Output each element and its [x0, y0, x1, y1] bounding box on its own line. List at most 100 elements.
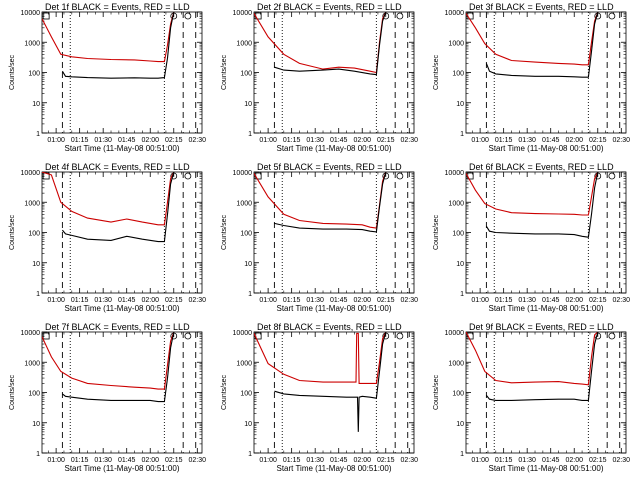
events-series-line	[61, 12, 175, 79]
x-tick-label: 01:15	[283, 297, 301, 304]
y-tick-label: 10000	[445, 10, 465, 17]
x-axis-label: Start Time (11-May-08 00:51:00)	[276, 144, 391, 153]
axes-frame	[253, 11, 415, 134]
x-tick-label: 01:00	[471, 457, 489, 464]
y-tick-label: 100	[28, 391, 40, 398]
x-tick-label: 01:30	[518, 457, 536, 464]
x-tick-label: 01:45	[118, 297, 136, 304]
lld-series-line	[466, 12, 599, 66]
axes-frame	[465, 11, 627, 134]
axes-frame	[465, 331, 627, 454]
x-tick-label: 01:30	[306, 457, 324, 464]
x-axis-label: Start Time (11-May-08 00:51:00)	[488, 304, 603, 313]
plot-title: Det 6f BLACK = Events, RED = LLD	[469, 162, 614, 172]
y-axis-label: Counts/sec	[433, 54, 440, 90]
y-tick-label: 1000	[448, 40, 464, 47]
x-tick-label: 01:15	[71, 297, 89, 304]
y-tick-label: 100	[240, 71, 252, 78]
plot-title: Det 1f BLACK = Events, RED = LLD	[45, 2, 190, 12]
x-tick-label: 01:15	[495, 137, 513, 144]
x-tick-label: 02:00	[565, 297, 583, 304]
events-series-line	[274, 332, 387, 432]
x-tick-label: 02:30	[189, 457, 207, 464]
x-tick-label: 02:15	[165, 297, 183, 304]
x-tick-label: 01:45	[542, 297, 560, 304]
x-tick-label: 01:15	[71, 457, 89, 464]
events-series-line	[274, 172, 387, 233]
lld-series-line	[254, 332, 387, 384]
x-axis-label: Start Time (11-May-08 00:51:00)	[488, 144, 603, 153]
x-tick-label: 01:00	[47, 457, 65, 464]
x-tick-label: 02:00	[353, 137, 371, 144]
y-tick-label: 10	[456, 101, 464, 108]
x-tick-label: 02:15	[165, 457, 183, 464]
x-tick-label: 01:30	[518, 137, 536, 144]
axes-frame	[41, 11, 203, 134]
x-tick-label: 01:00	[47, 297, 65, 304]
x-tick-label: 01:45	[542, 137, 560, 144]
y-tick-label: 10	[32, 421, 40, 428]
circle-marker	[184, 172, 192, 180]
x-tick-label: 02:15	[377, 457, 395, 464]
y-axis-label: Counts/sec	[221, 54, 228, 90]
x-tick-label: 02:00	[141, 457, 159, 464]
events-series-line	[62, 332, 175, 403]
circle-marker	[396, 332, 404, 340]
x-tick-label: 01:00	[471, 137, 489, 144]
x-tick-label: 01:00	[259, 137, 277, 144]
y-axis-label: Counts/sec	[221, 214, 228, 250]
x-tick-label: 01:30	[94, 137, 112, 144]
plot-panel-1: Det 1f BLACK = Events, RED = LLD 1 10 100 10…	[9, 2, 206, 153]
x-tick-label: 02:00	[141, 297, 159, 304]
lld-series-line	[42, 172, 175, 226]
y-tick-label: 10000	[445, 170, 465, 177]
circle-marker	[396, 172, 404, 180]
x-tick-label: 02:30	[613, 297, 631, 304]
circle-marker	[608, 172, 616, 180]
x-tick-label: 01:00	[259, 457, 277, 464]
lld-series-line	[254, 172, 387, 229]
lld-series-line	[466, 172, 599, 216]
x-tick-label: 01:30	[306, 297, 324, 304]
y-tick-label: 100	[452, 391, 464, 398]
y-tick-label: 1000	[448, 360, 464, 367]
x-tick-label: 01:45	[118, 137, 136, 144]
plot-panel-7: Det 7f BLACK = Events, RED = LLD 1 10 100 10…	[9, 322, 206, 473]
plot-panel-3: Det 3f BLACK = Events, RED = LLD 1 10 100 10…	[433, 2, 630, 153]
x-tick-label: 02:00	[565, 457, 583, 464]
y-tick-label: 10	[32, 101, 40, 108]
y-tick-label: 10000	[233, 10, 253, 17]
x-tick-label: 01:45	[118, 457, 136, 464]
x-axis-label: Start Time (11-May-08 00:51:00)	[488, 464, 603, 473]
y-axis-label: Counts/sec	[9, 374, 16, 410]
x-tick-label: 02:00	[565, 137, 583, 144]
plot-panel-2: Det 2f BLACK = Events, RED = LLD 1 10 100 10…	[221, 2, 418, 153]
axes-frame	[41, 171, 203, 294]
y-tick-label: 10000	[445, 330, 465, 337]
y-tick-label: 10	[32, 261, 40, 268]
y-tick-label: 100	[452, 71, 464, 78]
plot-panel-5: Det 5f BLACK = Events, RED = LLD 1 10 100 10…	[221, 162, 418, 313]
plot-title: Det 7f BLACK = Events, RED = LLD	[45, 322, 190, 332]
x-tick-label: 02:30	[613, 137, 631, 144]
y-tick-label: 1	[460, 451, 464, 458]
x-tick-label: 01:15	[283, 457, 301, 464]
lld-series-line	[466, 332, 599, 386]
y-tick-label: 100	[28, 231, 40, 238]
x-tick-label: 01:45	[330, 457, 348, 464]
y-tick-label: 1000	[236, 200, 252, 207]
circle-marker	[396, 12, 404, 20]
y-tick-label: 1000	[24, 200, 40, 207]
y-tick-label: 10	[244, 101, 252, 108]
x-tick-label: 02:15	[165, 137, 183, 144]
x-axis-label: Start Time (11-May-08 00:51:00)	[64, 304, 179, 313]
x-tick-label: 02:00	[353, 457, 371, 464]
x-tick-label: 01:00	[471, 297, 489, 304]
circle-marker	[184, 332, 192, 340]
y-tick-label: 1	[460, 291, 464, 298]
circle-marker	[608, 332, 616, 340]
y-tick-label: 10000	[21, 330, 41, 337]
lld-series-line	[42, 332, 175, 390]
plot-title: Det 3f BLACK = Events, RED = LLD	[469, 2, 614, 12]
